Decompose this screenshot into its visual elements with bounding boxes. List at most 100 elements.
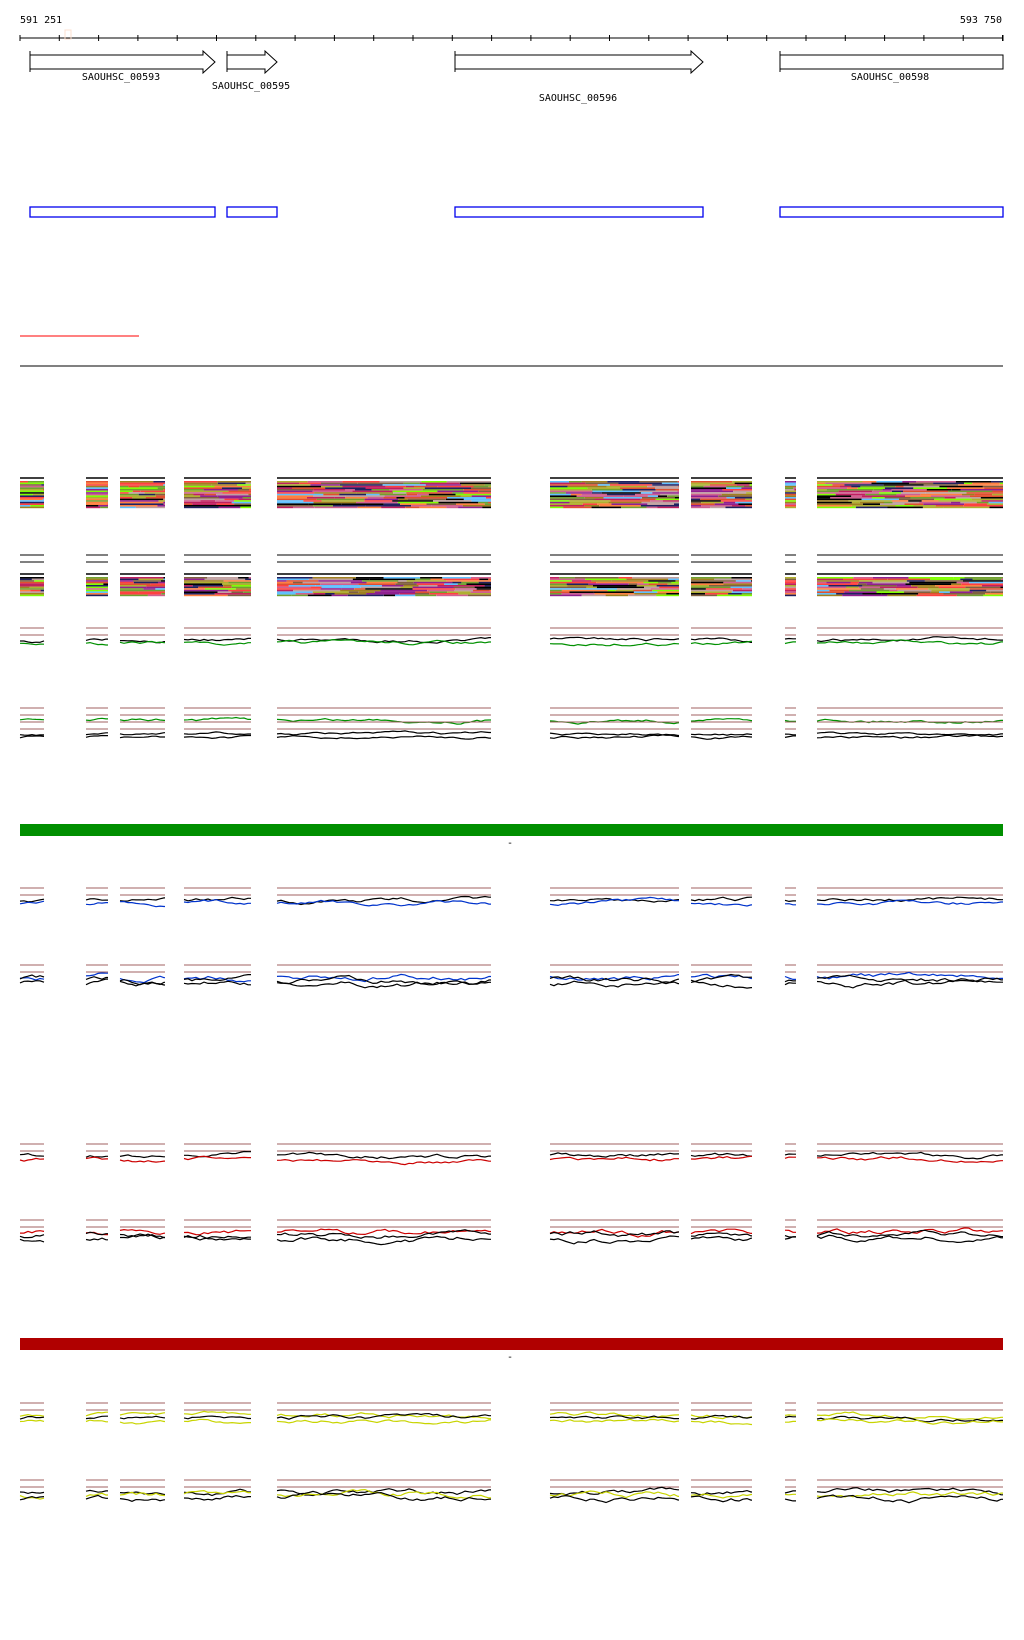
heatmap-cell [238, 498, 251, 501]
feature-box[interactable] [226, 206, 278, 218]
heatmap-cell [691, 593, 706, 595]
heatmap-cell [447, 591, 471, 593]
heatmap-cell [871, 482, 909, 485]
heatmap-cell [157, 487, 165, 489]
signal-line [784, 1156, 796, 1159]
heatmap-cell [120, 498, 164, 501]
heatmap-cell [667, 583, 679, 585]
heatmap-cell [184, 497, 219, 499]
signal-line [85, 1415, 108, 1420]
heatmap-cell [321, 500, 365, 502]
heatmap-cell [817, 497, 831, 499]
heatmap-cell [931, 495, 970, 497]
heatmap-cell [939, 591, 950, 593]
heatmap-cell [442, 577, 471, 579]
heatmap-cell [817, 588, 861, 590]
heatmap-cell [970, 495, 1003, 497]
heatmap-cell [785, 500, 796, 502]
heatmap-cell [999, 484, 1003, 486]
heatmap-cell [733, 589, 752, 592]
heatmap-cell [405, 485, 414, 488]
heatmap-cell [785, 583, 796, 585]
heatmap-cell [357, 506, 382, 509]
heatmap-cell [972, 578, 1002, 581]
heatmap-cell [419, 506, 447, 509]
heatmap-cell [862, 585, 897, 587]
signal-line [119, 1491, 165, 1497]
heatmap-cell [184, 498, 225, 501]
signal-line [816, 899, 1003, 906]
heatmap-cell [596, 581, 644, 584]
heatmap-cell [847, 487, 858, 489]
heatmap-cell [947, 487, 985, 489]
heatmap-cell [424, 487, 471, 489]
heatmap-cell [677, 490, 679, 493]
heatmap-cell [158, 500, 165, 502]
heatmap-cell [793, 487, 796, 489]
heatmap-cell [364, 498, 399, 501]
heatmap-cell [550, 497, 585, 499]
heatmap-cell [742, 588, 752, 590]
feature-box[interactable] [779, 206, 1004, 218]
heatmap-cell [277, 489, 314, 491]
signal-line [549, 1418, 679, 1423]
heatmap-cell [963, 505, 1003, 507]
signal-line [816, 1234, 1003, 1244]
heatmap-cell [308, 578, 353, 581]
heatmap-cell [603, 497, 642, 499]
heatmap-cell [20, 484, 42, 486]
position-marker[interactable] [64, 29, 72, 40]
feature-box[interactable] [454, 206, 704, 218]
signal-line [276, 899, 491, 907]
heatmap-cell [120, 490, 133, 493]
heatmap-cell [652, 484, 679, 486]
heatmap-cell [587, 487, 620, 489]
heatmap-cell [969, 588, 1003, 590]
heatmap-cell [299, 482, 321, 485]
signal-line [85, 972, 108, 977]
feature-box[interactable] [29, 206, 216, 218]
heatmap-cell [734, 482, 752, 485]
heatmap-cell [550, 585, 568, 587]
heatmap-cell [785, 495, 796, 497]
red-condition-bar[interactable] [20, 1338, 1003, 1350]
heatmap-cell [691, 487, 727, 489]
heatmap-cell [951, 583, 962, 585]
signal-line [816, 1494, 1003, 1504]
heatmap-cell [857, 583, 867, 585]
heatmap-cell [974, 493, 993, 496]
signal-line [19, 735, 45, 739]
heatmap-cell [976, 501, 989, 504]
heatmap-cell [636, 585, 657, 587]
heatmap-cell [570, 588, 618, 590]
signal-line [119, 1159, 165, 1163]
signal-line [183, 973, 251, 982]
green-condition-bar[interactable] [20, 824, 1003, 836]
heatmap-cell [920, 493, 962, 496]
heatmap-cell [395, 583, 417, 585]
heatmap-cell [211, 484, 238, 486]
heatmap-cell [785, 581, 796, 584]
heatmap-cell [132, 490, 141, 493]
heatmap-cell [295, 593, 314, 595]
heatmap-cell [204, 588, 236, 590]
heatmap-cell [86, 485, 108, 488]
heatmap-cell [585, 482, 619, 485]
heatmap-cell [582, 503, 598, 505]
gene-SAOUHSC_00596[interactable]: SAOUHSC_00596 [454, 49, 704, 104]
heatmap-cell [444, 583, 458, 585]
gene-SAOUHSC_00595[interactable]: SAOUHSC_00595 [212, 49, 290, 92]
heatmap-cell [20, 481, 28, 483]
heatmap-cell [887, 594, 917, 597]
signal-line [276, 734, 491, 740]
heatmap-cell [277, 585, 289, 587]
heatmap-cell [120, 485, 129, 488]
yellow-signal-track-1 [19, 1402, 1003, 1426]
heatmap-cell [395, 594, 416, 597]
heatmap-cell [923, 506, 944, 509]
heatmap-cell [120, 591, 139, 593]
heatmap-cell [163, 503, 165, 505]
heatmap-cell [891, 490, 903, 493]
gene-SAOUHSC_00593[interactable]: SAOUHSC_00593 [29, 49, 216, 83]
gene-SAOUHSC_00598[interactable]: SAOUHSC_00598 [779, 51, 1004, 83]
